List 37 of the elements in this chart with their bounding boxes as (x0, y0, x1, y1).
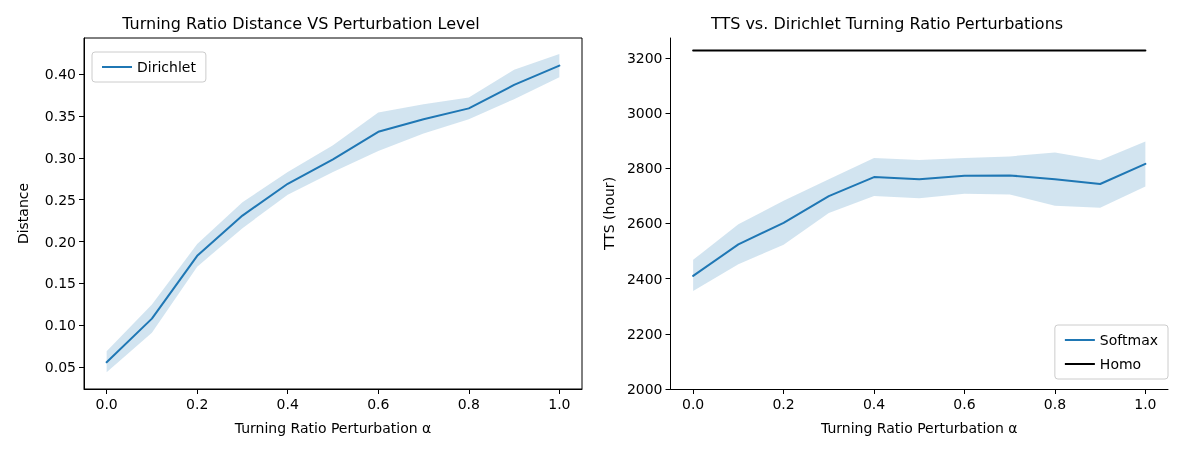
chart-title: Turning Ratio Distance VS Perturbation Level (121, 13, 480, 33)
x-tick-label: 0.0 (682, 396, 705, 412)
legend-label: Dirichlet (137, 59, 197, 75)
y-tick-label: 2000 (626, 381, 663, 397)
y-tick-label: 0.35 (44, 107, 76, 124)
x-tick-label: 0.8 (457, 396, 480, 412)
x-tick-label: 1.0 (1134, 396, 1157, 412)
y-tick-label: 0.30 (44, 149, 76, 166)
y-tick-label: 0.25 (44, 191, 76, 208)
x-tick-label: 0.0 (95, 396, 118, 412)
y-tick-label: 0.10 (44, 317, 76, 334)
y-tick-label: 3000 (626, 105, 663, 122)
y-tick-label: 2400 (626, 270, 663, 287)
x-tick-label: 0.2 (772, 396, 795, 412)
y-tick-label: 2600 (626, 215, 663, 232)
x-tick-label: 0.4 (276, 396, 299, 412)
y-tick-label: 2200 (626, 325, 663, 342)
legend-label: Softmax (1099, 332, 1159, 348)
y-axis-title: Distance (15, 182, 31, 245)
x-tick-label: 0.4 (862, 396, 886, 412)
x-axis-title: Turning Ratio Perturbation α (819, 420, 1018, 436)
y-tick-label: 0.15 (44, 275, 76, 292)
y-tick-label: 3200 (626, 49, 663, 66)
legend-label: Homo (1099, 356, 1142, 372)
line-series (692, 162, 1147, 277)
x-tick-label: 0.2 (186, 396, 209, 412)
x-tick-label: 0.6 (953, 396, 976, 412)
y-tick-label: 0.05 (44, 359, 76, 376)
chart-title: TTS vs. Dirichlet Turning Ratio Perturbations (709, 13, 1064, 33)
y-tick-label: 0.20 (44, 233, 76, 250)
x-axis-title: Turning Ratio Perturbation α (233, 420, 432, 436)
y-tick-label: 2800 (626, 160, 663, 177)
x-tick-label: 0.8 (1043, 396, 1067, 412)
x-tick-label: 0.6 (367, 396, 390, 412)
x-tick-label: 1.0 (548, 396, 571, 412)
y-axis-title: TTS (hour) (601, 176, 617, 252)
y-tick-label: 0.40 (44, 66, 76, 83)
